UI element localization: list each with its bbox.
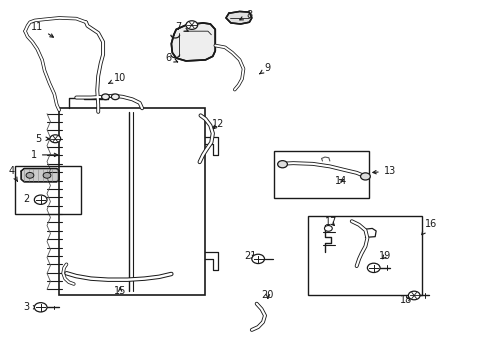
Circle shape (43, 172, 51, 178)
Text: 8: 8 (239, 10, 252, 20)
Text: 19: 19 (378, 251, 390, 261)
Text: 12: 12 (211, 120, 224, 129)
Bar (273, 151, 368, 198)
Circle shape (277, 161, 287, 168)
Circle shape (102, 94, 109, 100)
Circle shape (366, 263, 379, 273)
Text: 21: 21 (244, 251, 256, 261)
Circle shape (407, 291, 419, 300)
Bar (59, 108, 205, 295)
Circle shape (26, 172, 34, 178)
Text: 14: 14 (334, 176, 346, 186)
Text: 18: 18 (400, 295, 412, 305)
Text: 11: 11 (31, 22, 53, 37)
Circle shape (50, 135, 61, 143)
Circle shape (111, 94, 119, 100)
Circle shape (251, 254, 264, 264)
Bar (307, 216, 422, 295)
Polygon shape (21, 168, 59, 182)
Text: 1: 1 (31, 150, 58, 160)
Text: 16: 16 (421, 219, 436, 235)
Circle shape (34, 303, 47, 312)
Text: 17: 17 (325, 217, 337, 227)
Text: 2: 2 (23, 194, 38, 204)
Text: 15: 15 (114, 286, 126, 296)
Text: 20: 20 (261, 290, 274, 300)
Bar (15, 166, 81, 214)
Circle shape (324, 226, 331, 231)
Circle shape (34, 195, 47, 204)
Text: 7: 7 (175, 22, 188, 32)
Text: 5: 5 (36, 134, 49, 144)
Text: 10: 10 (108, 73, 126, 84)
Text: 3: 3 (23, 302, 37, 312)
Circle shape (185, 21, 197, 30)
Text: 6: 6 (165, 53, 177, 63)
Polygon shape (225, 12, 251, 24)
Text: 9: 9 (259, 63, 270, 74)
Text: 4: 4 (8, 166, 18, 181)
Polygon shape (171, 23, 215, 61)
Text: 13: 13 (372, 166, 395, 176)
Circle shape (360, 173, 369, 180)
